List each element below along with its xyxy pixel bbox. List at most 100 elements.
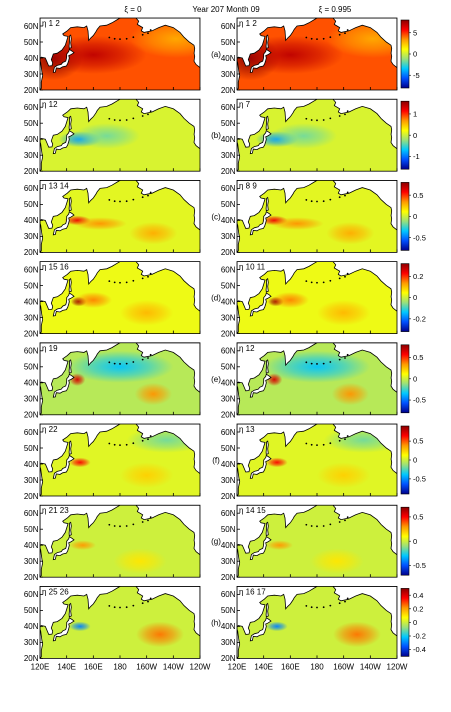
island-marker [132,604,135,607]
island-marker [310,606,313,609]
island-marker [338,358,341,361]
island-marker [344,32,346,35]
land-mask [52,373,75,398]
colorbar-tick-label: 0 [413,50,417,59]
island-marker [346,191,349,194]
island-marker [147,600,149,603]
island-marker [310,443,313,446]
land-mask [135,342,200,393]
lat-tick-label: 40N [221,135,236,144]
land-mask [249,373,272,398]
lat-tick-label: 50N [24,38,39,47]
island-marker [119,363,121,365]
lat-tick-label: 50N [221,606,236,615]
lat-tick-label: 40N [221,379,236,388]
island-marker [113,37,116,40]
island-marker [346,29,349,31]
lon-tick-label: 160E [84,662,103,671]
colorbar-tick-label: 0 [413,293,417,302]
island-marker [310,362,313,365]
lat-tick-label: 50N [221,444,236,453]
lon-tick-label: 140E [57,662,76,671]
land-mask [237,586,318,659]
lat-tick-label: 30N [221,70,236,79]
island-marker [322,606,325,609]
island-marker [125,362,128,365]
island-marker [338,439,341,442]
land-mask [265,277,269,293]
island-marker [305,361,308,364]
lat-tick-label: 60N [221,103,236,112]
colorbar-tick-label: 0 [413,618,417,627]
colorbar-tick-label: -5 [413,71,420,80]
lat-tick-label: 30N [221,638,236,647]
colorbar-tick-label: 0.5 [413,437,423,446]
island-marker [310,200,313,203]
land-mask [237,424,318,496]
land-mask [332,342,397,393]
colorbar-tick-label: 5 [413,28,417,37]
island-marker [344,357,346,359]
lat-tick-label: 40N [221,54,236,63]
island-marker [310,119,313,121]
mode-label: η 15 16 [42,263,69,272]
colorbar-gradient [400,344,410,414]
lat-tick-label: 60N [221,265,236,274]
field-anomaly [326,222,375,245]
lon-tick-label: 160W [136,662,157,671]
lon-tick-label: 120W [387,662,408,671]
lat-tick-label: 30N [24,476,39,485]
island-marker [141,358,144,361]
field-anomaly [317,462,371,489]
lat-tick-label: 60N [24,347,39,356]
lat-tick-label: 60N [221,184,236,193]
lat-tick-label: 30N [24,151,39,160]
land-mask [135,18,200,69]
island-marker [147,275,149,278]
mode-label: η 21 23 [42,506,69,515]
land-mask [40,424,121,496]
land-mask [332,261,397,312]
lat-tick-label: 20N [221,167,236,176]
colorbar-gradient [400,263,410,332]
land-mask [135,505,200,556]
lat-tick-label: 60N [24,590,39,599]
land-mask [52,454,75,479]
colorbar-tick-label: -0.5 [413,233,426,242]
lat-tick-label: 40N [221,460,236,469]
island-marker [125,200,128,203]
colorbar-tick-label: 0 [413,374,417,383]
island-marker [119,119,121,122]
island-marker [108,117,111,120]
field-anomaly [266,457,288,468]
island-marker [149,191,152,194]
island-marker [329,198,332,201]
lat-tick-label: 30N [221,476,236,485]
lat-tick-label: 20N [221,573,236,582]
lat-tick-label: 30N [221,232,236,241]
island-marker [329,36,332,39]
lat-tick-label: 40N [24,541,39,550]
map-panel: 20N 30N 40N 50N 60N 120E 140E 160E 180 160W 140W 12… [24,586,211,671]
lat-tick-label: 50N [221,119,236,128]
field-anomaly [73,123,140,149]
island-marker [141,602,144,605]
lat-tick-label: 60N [24,103,39,112]
island-marker [338,277,341,280]
land-mask [265,359,269,374]
mode-label: η 7 [239,100,251,109]
lat-tick-label: 50N [24,119,39,128]
lat-tick-label: 20N [24,329,39,338]
mode-label: η 19 [42,344,58,353]
field-anomaly [134,382,172,406]
map-panel: 20N 30N 40N 50N 60N η 14 15 [221,504,398,582]
map-panel: 20N 30N 40N 50N 60N η 21 23 [24,504,201,582]
lon-tick-label: 160E [281,662,300,671]
field-anomaly [69,621,91,632]
colorbar-tick-label: -0.5 [413,396,426,405]
mode-label: η 14 15 [239,506,266,515]
land-mask [237,18,318,90]
field-anomaly [317,300,371,326]
land-mask [332,586,397,637]
island-marker [338,115,341,117]
